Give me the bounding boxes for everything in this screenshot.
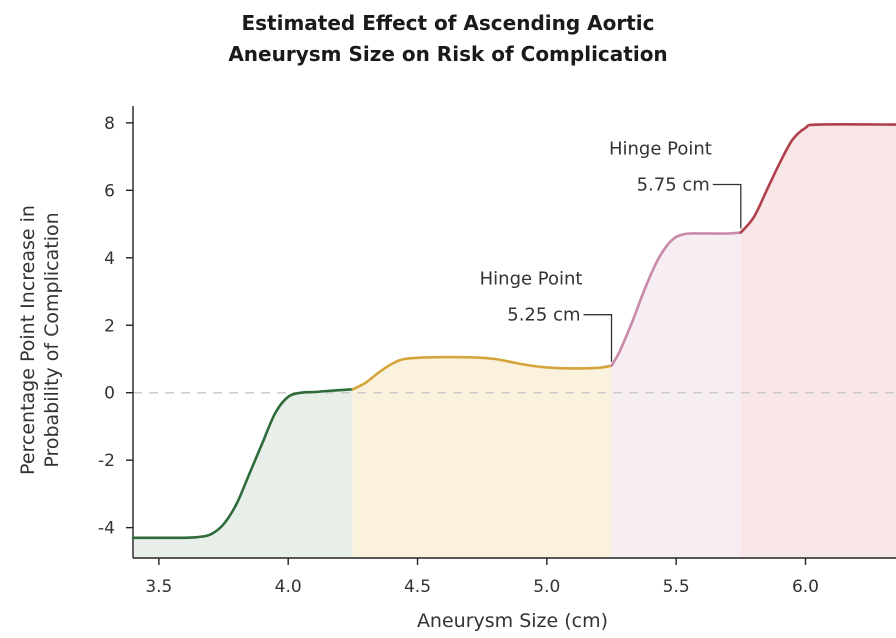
y-tick-label: 6: [104, 181, 115, 201]
y-tick-label: -2: [98, 451, 115, 471]
hinge-point-value: 5.75 cm: [637, 174, 710, 195]
segment-line-4: [739, 123, 896, 234]
series-lines: [131, 123, 896, 540]
hinge-point-label: Hinge Point: [609, 138, 712, 159]
hinge-point-value: 5.25 cm: [507, 305, 580, 326]
chart-title: Estimated Effect of Ascending Aortic Ane…: [0, 8, 896, 70]
hinge-leader-line: [583, 314, 613, 362]
hinge-point-label: Hinge Point: [480, 269, 583, 290]
y-axis-label-line-1: Percentage Point Increase in: [17, 205, 39, 475]
x-axis-label: Aneurysm Size (cm): [417, 610, 608, 632]
y-axis-label-line-2: Probability of Complication: [41, 212, 63, 467]
x-tick-label: 6.0: [792, 577, 819, 597]
y-tick-label: 2: [104, 316, 115, 336]
segment-fill-4: [740, 124, 896, 558]
chart-title-line-2: Aneurysm Size on Risk of Complication: [228, 42, 668, 66]
tick-labels: 8 6 4 2 0 -2 -4 3.5 4.0 4.5 5.0 5.5 6.0: [98, 114, 819, 597]
y-tick-label: 0: [104, 384, 115, 404]
x-tick-label: 4.0: [275, 577, 302, 597]
y-axis-label: Percentage Point Increase in Probability…: [17, 205, 63, 475]
axes: [126, 106, 896, 565]
chart-title-line-1: Estimated Effect of Ascending Aortic: [241, 11, 655, 35]
x-tick-label: 3.5: [145, 577, 172, 597]
segment-line-3: [610, 231, 743, 367]
segment-fill-1: [133, 389, 353, 558]
segment-line-2: [351, 355, 613, 391]
segment-fill-2: [352, 357, 612, 558]
segment-line-1: [131, 388, 355, 540]
segment-fill-3: [611, 232, 741, 558]
x-tick-label: 5.5: [663, 577, 690, 597]
segment-fills: [133, 124, 896, 558]
x-tick-label: 5.0: [533, 577, 560, 597]
y-tick-label: -4: [98, 519, 115, 539]
hinge-leader-line: [712, 183, 742, 229]
y-tick-label: 4: [104, 249, 115, 269]
annotations: Hinge Point 5.25 cm Hinge Point 5.75 cm: [480, 138, 742, 362]
y-tick-label: 8: [104, 114, 115, 134]
x-tick-label: 4.5: [404, 577, 431, 597]
